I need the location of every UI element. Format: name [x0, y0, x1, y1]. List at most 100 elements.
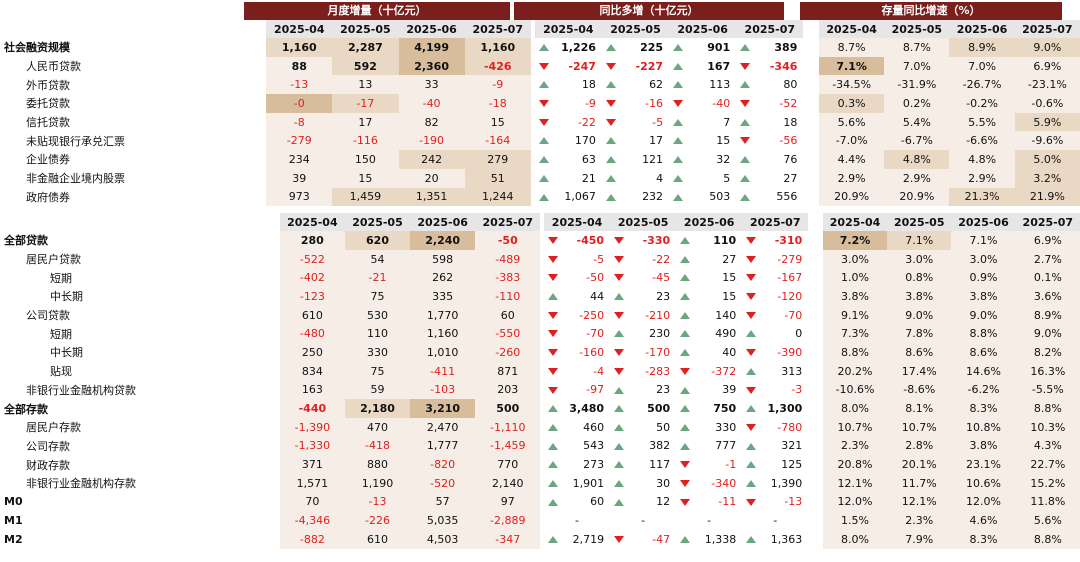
- triangle-up-icon: [740, 156, 751, 164]
- growth-value: 5.5%: [949, 112, 1015, 132]
- yoy-value: 121: [642, 152, 664, 166]
- yoy-cell: 2,719: [544, 530, 610, 549]
- yoy-value: -160: [579, 345, 605, 359]
- growth-value: 16.3%: [1015, 361, 1080, 381]
- gap-cell: [808, 399, 823, 418]
- row-label: 财政存款: [26, 458, 70, 472]
- month-header: 2025-06: [676, 213, 743, 231]
- yoy-value: -390: [777, 345, 803, 359]
- yoy-value: 23: [656, 383, 671, 397]
- growth-value: 8.7%: [884, 38, 950, 57]
- growth-value: 6.9%: [1014, 56, 1080, 76]
- yoy-cell: -247: [535, 57, 602, 76]
- growth-value: 3.0%: [951, 249, 1016, 269]
- table-row: 公司存款 -1,330 -418 1,777 -1,459 543 382 777 321 2.3…: [0, 436, 1080, 456]
- gap-cell: [530, 20, 535, 38]
- month-header: 2025-06: [410, 213, 476, 231]
- yoy-value: 232: [642, 190, 664, 204]
- monthly-value: 4,199: [398, 38, 465, 57]
- yoy-value: 23: [656, 289, 671, 303]
- yoy-cell: -4: [544, 362, 610, 381]
- growth-value: 8.9%: [949, 38, 1015, 57]
- yoy-value: 125: [781, 458, 803, 472]
- yoy-value: 140: [715, 308, 737, 322]
- triangle-down-icon: [746, 498, 757, 506]
- triangle-down-icon: [746, 349, 757, 357]
- yoy-value: -40: [712, 96, 731, 110]
- growth-value: 9.0%: [1014, 38, 1080, 57]
- triangle-up-icon: [680, 442, 691, 450]
- gap-cell: [808, 474, 823, 493]
- yoy-cell: -: [544, 511, 610, 530]
- growth-value: 5.4%: [884, 112, 950, 132]
- growth-value: 10.8%: [951, 417, 1016, 437]
- triangle-up-icon: [673, 44, 684, 51]
- yoy-value: -780: [777, 420, 803, 434]
- monthly-value: 280: [279, 231, 345, 250]
- monthly-value: 15: [464, 112, 531, 132]
- growth-value: 0.8%: [887, 268, 952, 288]
- yoy-value: 273: [583, 458, 605, 472]
- row-label: 未贴现银行承兑汇票: [26, 134, 125, 148]
- yoy-value: 110: [713, 233, 737, 247]
- triangle-up-icon: [614, 330, 625, 338]
- growth-value: 8.9%: [1015, 305, 1080, 325]
- growth-value: 8.8%: [822, 343, 888, 362]
- growth-value: 3.0%: [887, 249, 952, 269]
- triangle-down-icon: [740, 137, 751, 145]
- triangle-up-icon: [538, 174, 549, 182]
- monthly-value: 500: [475, 399, 541, 418]
- monthly-value: 279: [464, 150, 531, 169]
- yoy-cell: 490: [676, 324, 742, 343]
- triangle-up-icon: [673, 137, 684, 145]
- monthly-value: -123: [279, 287, 345, 306]
- growth-value: -10.6%: [822, 380, 888, 400]
- monthly-value: -116: [332, 131, 399, 151]
- monthly-value: 75: [344, 361, 411, 381]
- gap-cell: [803, 75, 819, 94]
- gap-cell: [808, 231, 823, 250]
- monthly-value: -4,346: [279, 511, 345, 530]
- growth-value: 7.9%: [887, 530, 952, 549]
- yoy-value: 18: [581, 78, 596, 92]
- monthly-value: 17: [332, 112, 399, 132]
- yoy-cell: -22: [535, 113, 602, 132]
- yoy-cell: 230: [610, 324, 676, 343]
- yoy-value: -70: [784, 308, 803, 322]
- monthly-value: 82: [398, 112, 465, 132]
- yoy-cell: 321: [742, 437, 808, 456]
- yoy-value: 113: [709, 78, 731, 92]
- yoy-cell: -9: [535, 94, 602, 113]
- month-header: 2025-06: [398, 20, 465, 38]
- monthly-value: 15: [332, 168, 399, 188]
- monthly-value: -480: [279, 324, 345, 344]
- triangle-down-icon: [746, 255, 757, 263]
- growth-header: 存量同比增速（%）: [800, 2, 1062, 20]
- yoy-value: 5: [723, 171, 731, 185]
- yoy-value: 4: [656, 171, 664, 185]
- yoy-cell: 44: [544, 287, 610, 306]
- month-header: 2025-05: [610, 213, 677, 231]
- yoy-cell: 225: [602, 38, 669, 57]
- yoy-value: 50: [656, 420, 671, 434]
- triangle-down-icon: [680, 479, 691, 487]
- yoy-cell: 140: [676, 306, 742, 325]
- yoy-cell: 7: [669, 113, 736, 132]
- triangle-up-icon: [673, 174, 684, 182]
- yoy-value: -50: [586, 271, 605, 285]
- monthly-value: 70: [279, 492, 345, 512]
- triangle-up-icon: [740, 81, 751, 89]
- monthly-header-bar: 月度增量（十亿元）: [244, 2, 510, 20]
- month-header: 2025-07: [1014, 20, 1080, 38]
- triangle-down-icon: [614, 311, 625, 319]
- yoy-cell: -120: [742, 287, 808, 306]
- growth-value: 7.1%: [887, 231, 952, 250]
- yoy-value: 15: [722, 271, 737, 285]
- gap-cell: [808, 287, 823, 306]
- yoy-value: 225: [640, 40, 664, 54]
- yoy-cell: -450: [544, 231, 610, 250]
- yoy-cell: 62: [602, 75, 669, 94]
- yoy-value: 21: [581, 171, 596, 185]
- monthly-value: -418: [344, 436, 411, 456]
- yoy-cell: 500: [610, 399, 676, 418]
